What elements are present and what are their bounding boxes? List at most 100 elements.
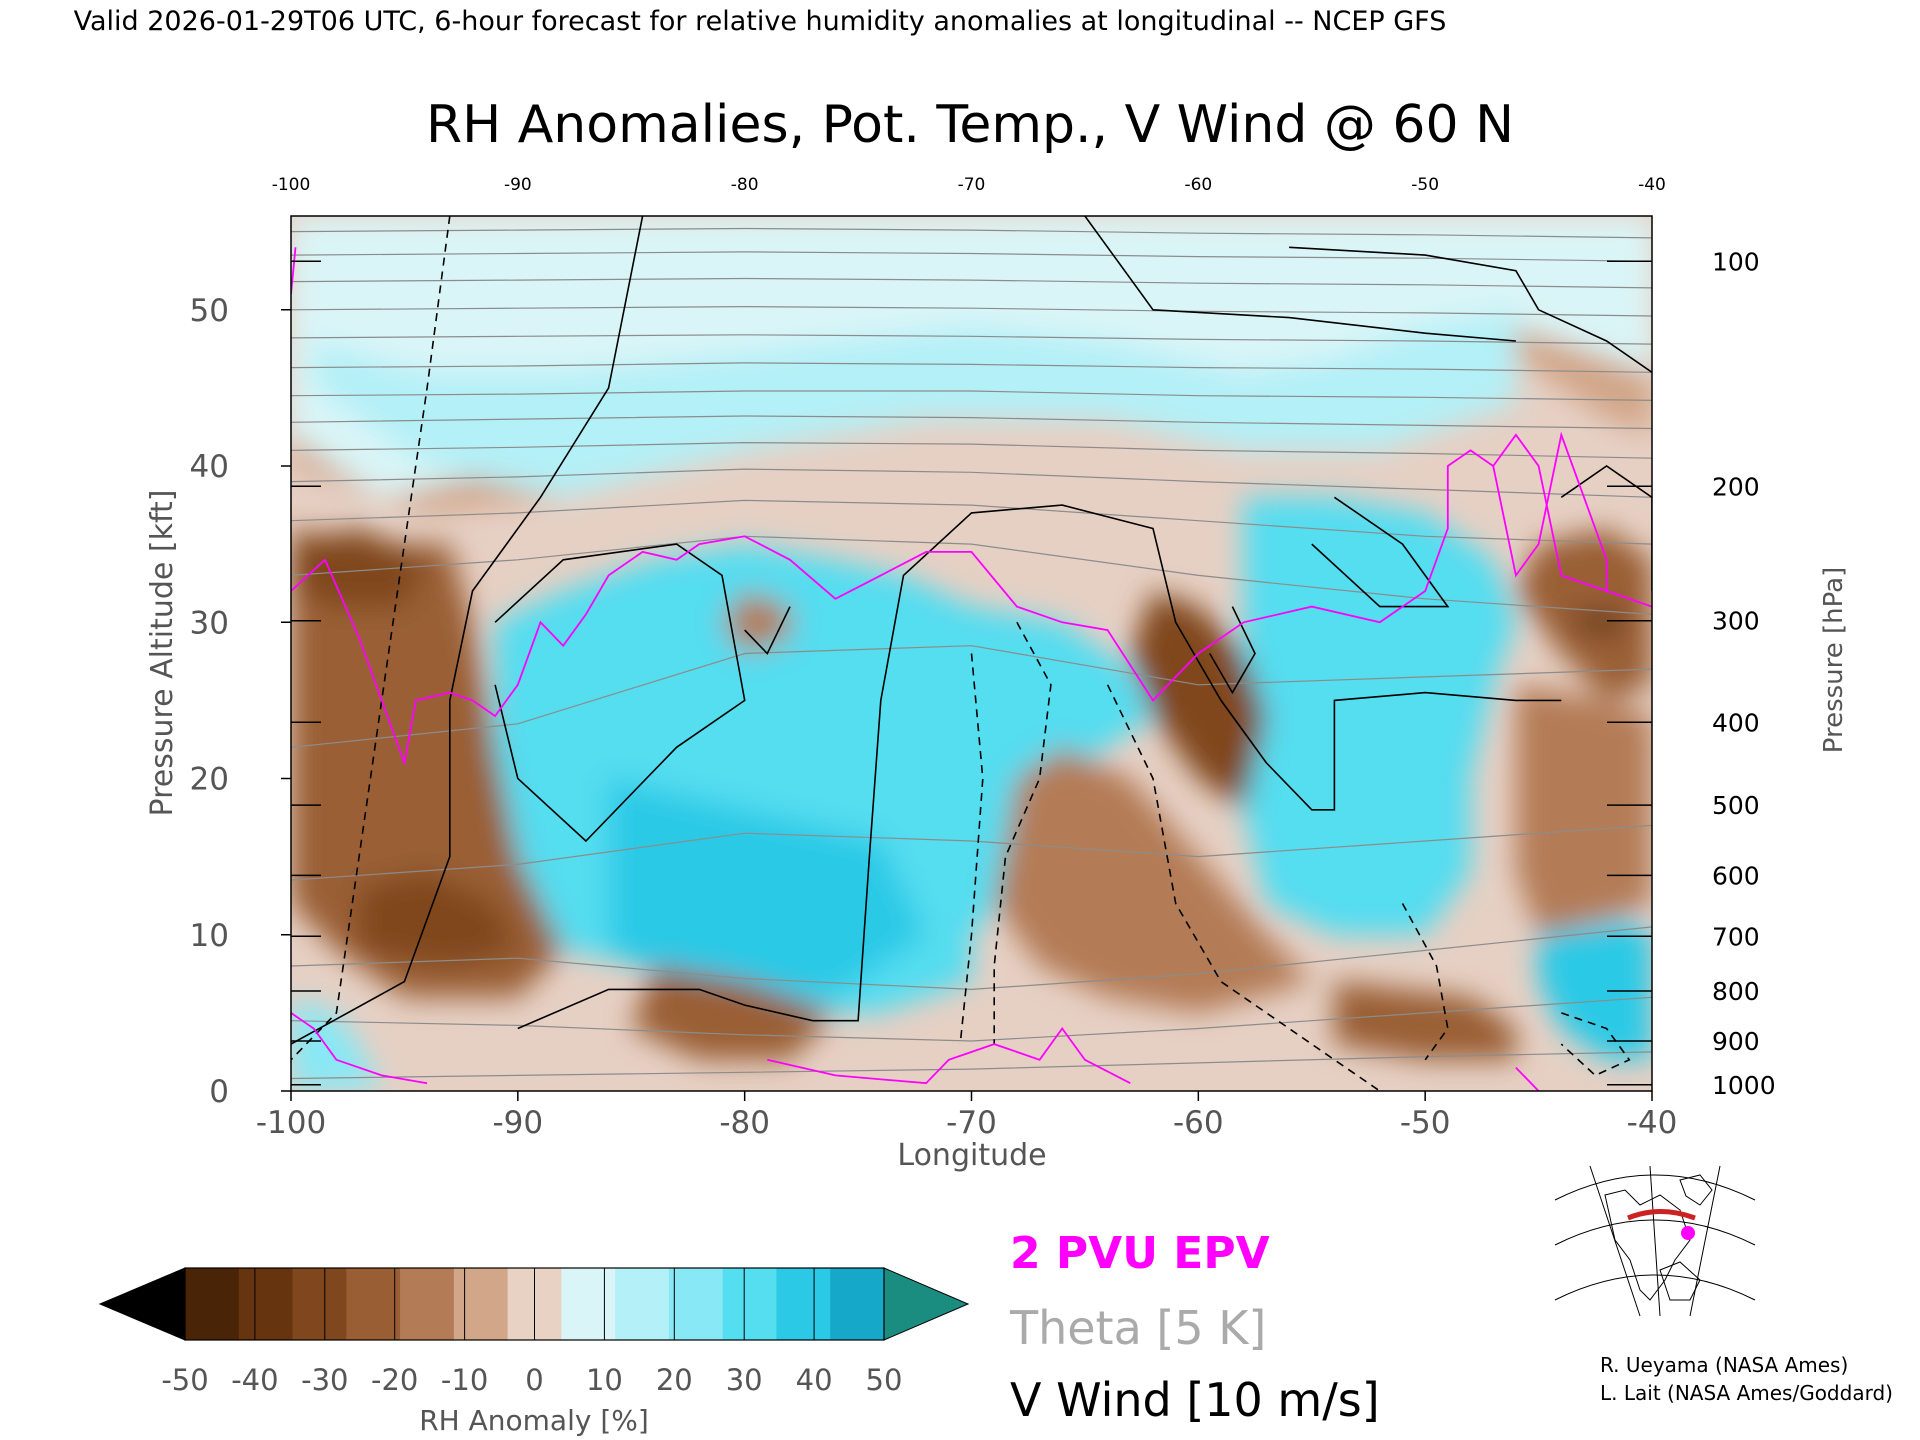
rh-region-west-upper-dry xyxy=(291,528,428,607)
top-tick-label: -60 xyxy=(1184,175,1212,195)
theta-contour-270 xyxy=(291,996,1652,1042)
colorbar-swatch xyxy=(776,1268,831,1340)
y-tick-label: 0 xyxy=(209,1074,229,1110)
rh-region-upper-moist-band xyxy=(313,309,1516,498)
vwind-contour-8 xyxy=(1209,606,1256,695)
colorbar-swatch xyxy=(830,1268,885,1340)
colorbar-tick-label: -30 xyxy=(301,1363,348,1397)
vwind-contour-10 xyxy=(993,621,1052,1045)
colorbar-tick-label: -40 xyxy=(231,1363,278,1397)
rh-region-east-dry-upper xyxy=(1515,528,1652,701)
colorbar-tick-label: 50 xyxy=(866,1363,903,1397)
rh-region-east-low-dry xyxy=(1334,981,1516,1060)
rh-region-east-dry-diagonal xyxy=(1130,591,1290,810)
epv-contour-2 xyxy=(291,1012,428,1085)
x-tick-label: -90 xyxy=(493,1105,544,1141)
rh-anomaly-field xyxy=(291,216,1652,1091)
vwind-contour-12 xyxy=(1106,684,1381,1091)
theta-contour-300 xyxy=(291,645,1652,748)
rh-region-central-dry-pocket xyxy=(722,591,790,654)
legend-epv: 2 PVU EPV xyxy=(1010,1228,1270,1279)
pressure-tick-label: 500 xyxy=(1712,791,1760,820)
rh-region-west-dry-column xyxy=(291,528,564,998)
theta-contour-350 xyxy=(291,415,1652,430)
colorbar: -50 -40 -30 -20 -10 0 10 20 30 40 50 xyxy=(98,1267,970,1397)
pressure-tick-label: 700 xyxy=(1712,922,1760,951)
rh-region-central-dry-plume xyxy=(994,747,1312,1013)
pressure-tick-marks xyxy=(291,260,1652,1086)
vwind-contours xyxy=(291,216,1652,1091)
vwind-contour-7 xyxy=(1311,496,1450,608)
rh-region-east-low-moist xyxy=(1538,919,1652,1060)
rh-region-west-dry-core xyxy=(359,872,518,966)
theta-contour-420 xyxy=(291,227,1652,239)
colorbar-tick-label: -50 xyxy=(161,1363,208,1397)
colorbar-label: RH Anomaly [%] xyxy=(419,1404,649,1437)
colorbar-swatch xyxy=(292,1268,347,1340)
colorbar-swatch xyxy=(238,1268,294,1340)
rh-region-east-mid-dry xyxy=(1515,684,1652,935)
epv-contour-4 xyxy=(1515,1066,1540,1091)
vwind-contour-13 xyxy=(1401,903,1449,1061)
theta-contour-380 xyxy=(291,334,1652,345)
cross-section-track xyxy=(1627,1209,1696,1221)
x-tick-label: -80 xyxy=(719,1105,770,1141)
colorbar-tick-label: 30 xyxy=(726,1363,763,1397)
colorbar-tick-label: 0 xyxy=(525,1363,543,1397)
x-tick-label: -100 xyxy=(256,1105,326,1141)
y-tick-label: 40 xyxy=(190,449,229,485)
x-tick-label: -60 xyxy=(1173,1105,1224,1141)
colorbar-tick-label: 20 xyxy=(656,1363,693,1397)
colorbar-tick-label: -20 xyxy=(371,1363,418,1397)
theta-contour-290 xyxy=(291,824,1652,881)
theta-contour-310 xyxy=(291,535,1652,615)
pressure-tick-label: 200 xyxy=(1712,472,1760,501)
x-tick-label: -40 xyxy=(1627,1105,1678,1141)
vwind-contour-1 xyxy=(517,504,1562,1030)
theta-contour-410 xyxy=(291,251,1652,262)
colorbar-over-arrow xyxy=(883,1267,970,1341)
vwind-contour-14 xyxy=(1560,1012,1631,1077)
x-axis-label: Longitude xyxy=(897,1138,1046,1173)
rh-region-east-dry-core xyxy=(1561,612,1630,632)
vwind-contour-9 xyxy=(291,216,451,1061)
theta-contour-320 xyxy=(291,499,1652,545)
valid-line: Valid 2026-01-29T06 UTC, 6-hour forecast… xyxy=(74,6,1447,37)
top-tick-label: -70 xyxy=(958,175,986,195)
top-tick-label: -40 xyxy=(1638,175,1666,195)
top-tick-label: -50 xyxy=(1411,175,1439,195)
vwind-contour-0 xyxy=(291,216,644,1045)
colorbar-swatch xyxy=(615,1268,670,1340)
colorbar-swatch xyxy=(668,1268,724,1340)
vwind-contour-2 xyxy=(744,606,791,655)
vwind-contour-5 xyxy=(1560,465,1652,591)
y-tick-label: 20 xyxy=(190,762,229,798)
colorbar-under-arrow xyxy=(98,1267,186,1341)
colorbar-swatch xyxy=(346,1268,401,1340)
globe-grid-icon xyxy=(1554,1165,1756,1317)
theta-contour-390 xyxy=(291,305,1652,317)
colorbar-swatch xyxy=(185,1268,240,1340)
epv-contour-3 xyxy=(767,1026,1131,1085)
colorbar-swatch xyxy=(561,1268,616,1340)
y-tick-label: 10 xyxy=(190,918,229,954)
y-tick-label: 50 xyxy=(190,293,229,329)
legend-theta: Theta [5 K] xyxy=(1009,1301,1266,1355)
right-pressure-axis: 100 200 300 400 500 600 700 800 900 1000 xyxy=(1712,247,1776,1099)
left-y-axis: 0 10 20 30 40 50 xyxy=(190,293,291,1110)
rh-region-stratosphere-neutral xyxy=(291,216,1652,498)
colorbar-swatch xyxy=(400,1268,455,1340)
location-marker xyxy=(1681,1226,1695,1240)
colorbar-tick-label: 40 xyxy=(796,1363,833,1397)
pressure-axis-label: Pressure [hPa] xyxy=(1819,567,1849,754)
pressure-tick-label: 800 xyxy=(1712,977,1760,1006)
pressure-tick-label: 300 xyxy=(1712,607,1760,636)
colorbar-tick-label: 10 xyxy=(586,1363,623,1397)
top-tick-label: -90 xyxy=(504,175,532,195)
location-map-inset xyxy=(1554,1165,1756,1317)
theta-contour-260 xyxy=(291,1051,1652,1080)
theta-contour-370 xyxy=(291,362,1652,373)
vwind-contour-4 xyxy=(1084,216,1516,342)
pressure-tick-label: 400 xyxy=(1712,708,1760,737)
